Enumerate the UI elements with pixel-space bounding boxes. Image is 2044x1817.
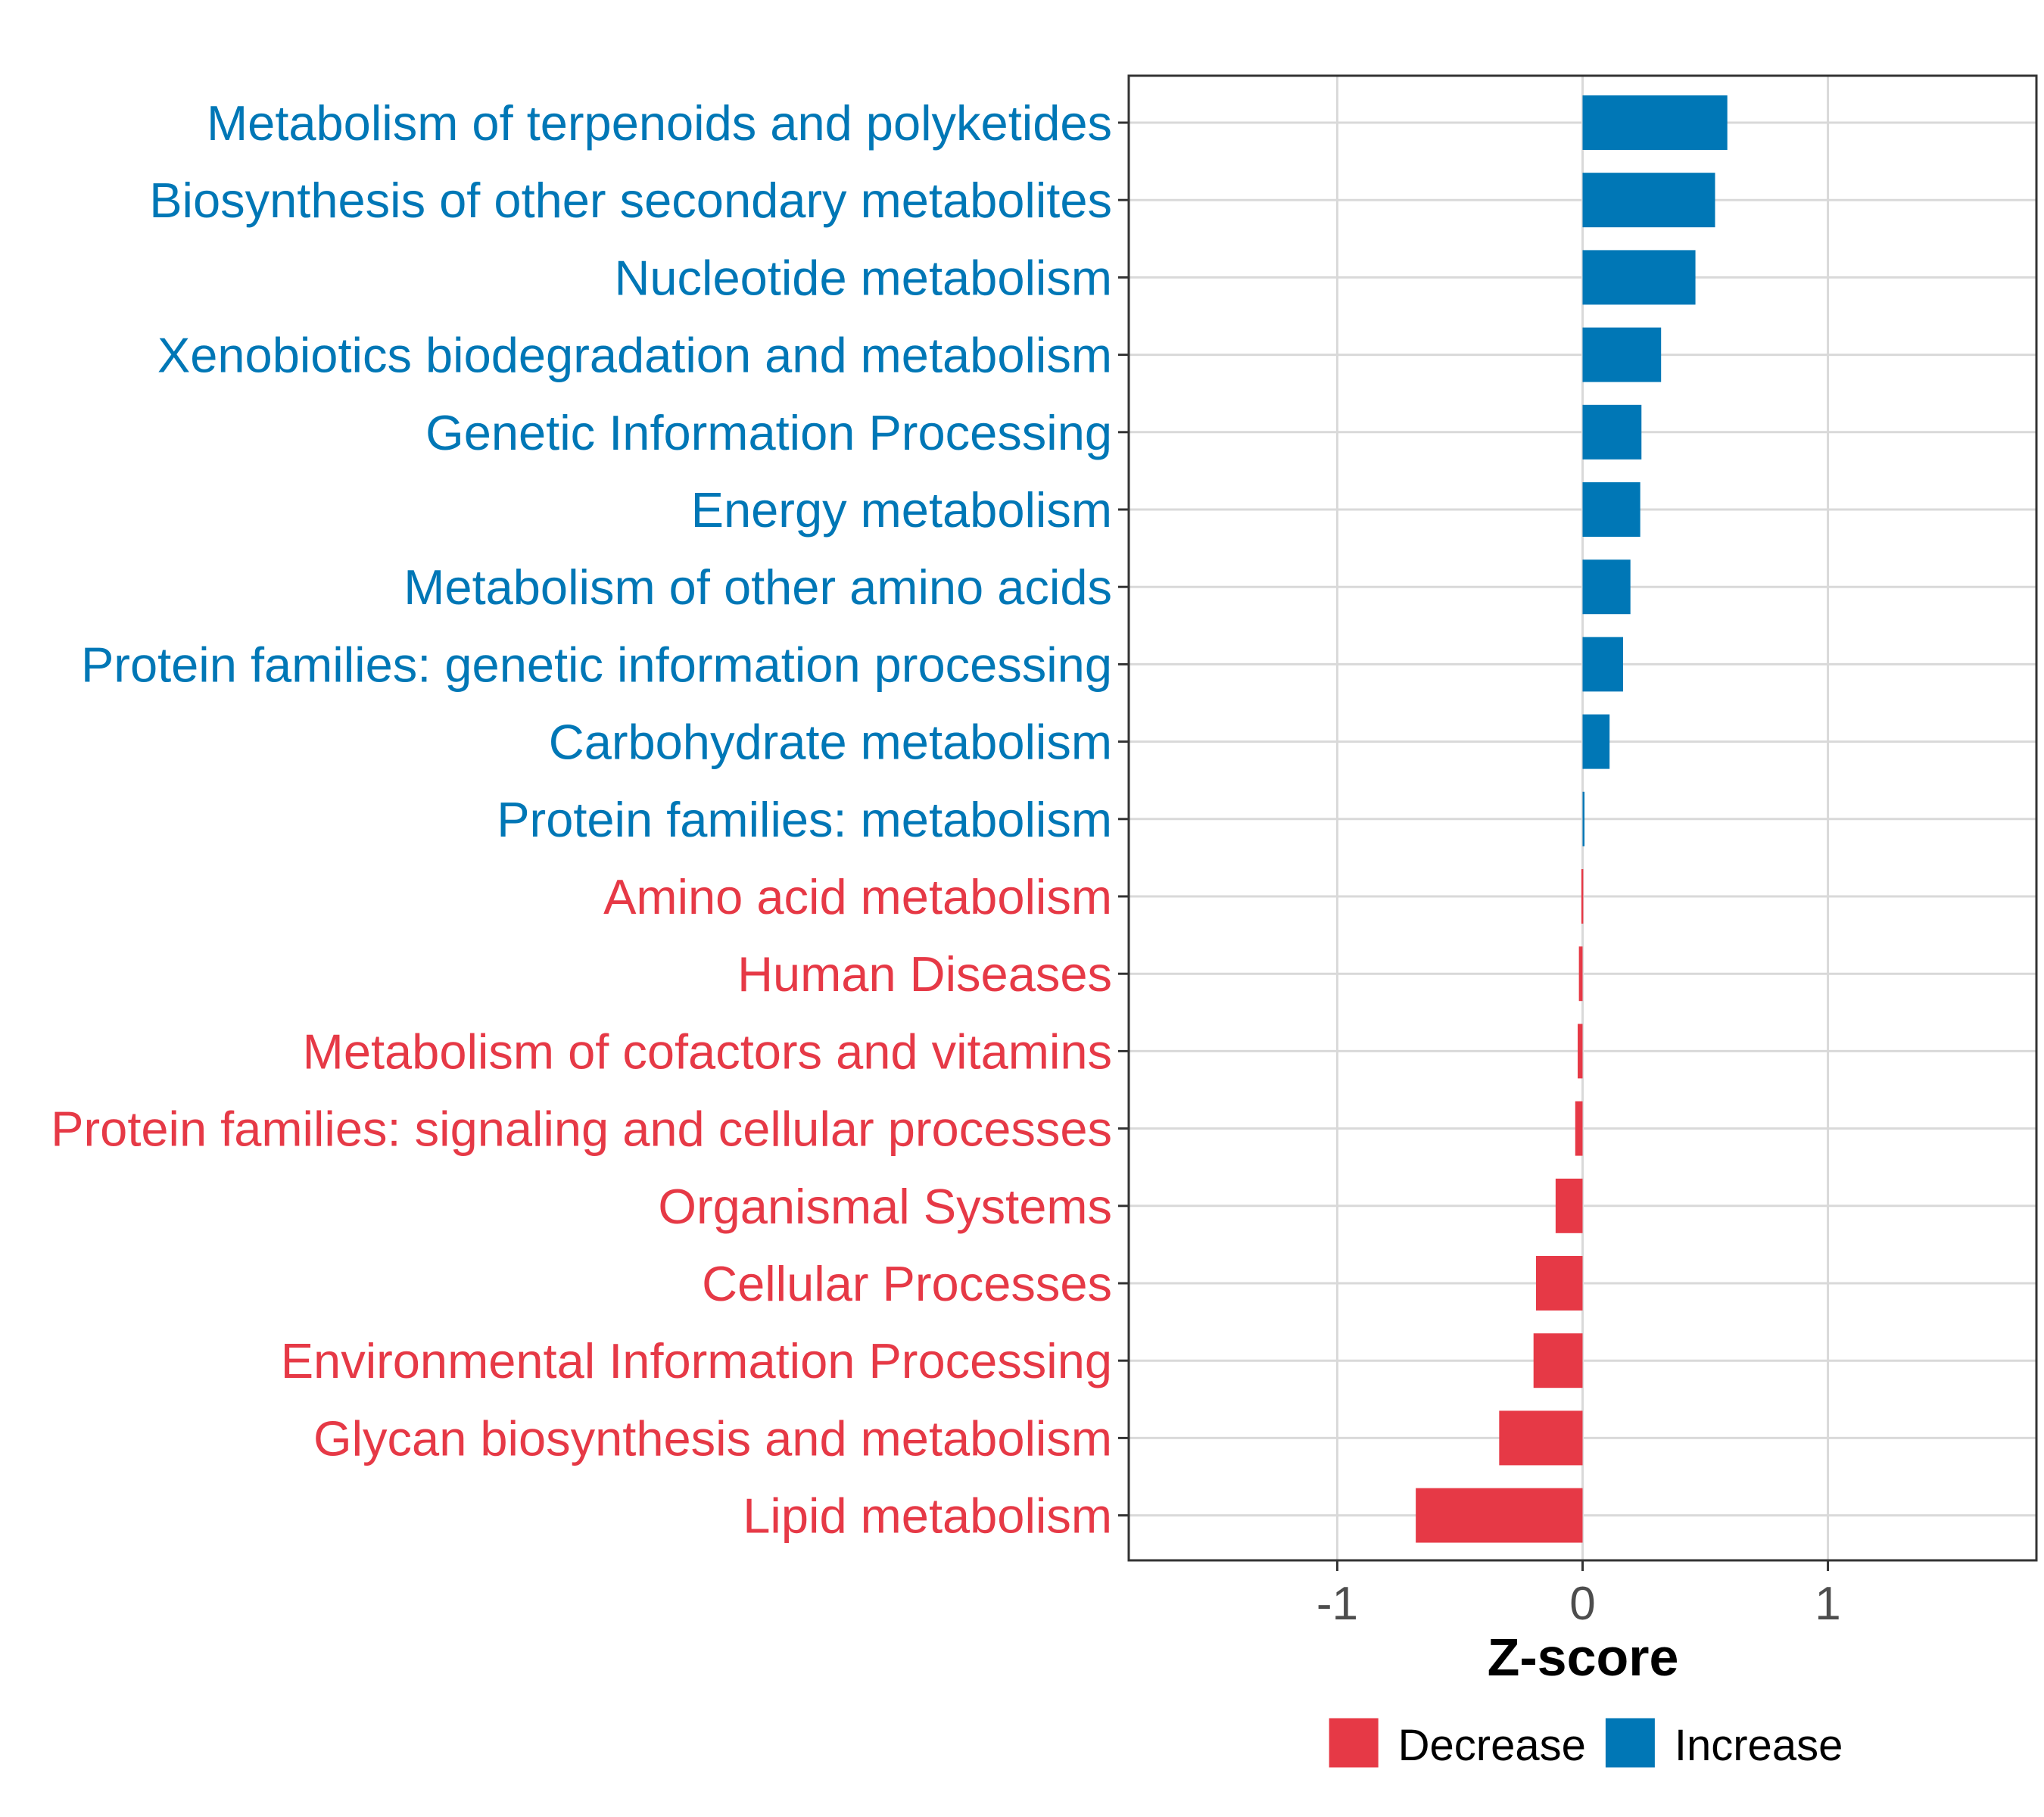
category-label: Environmental Information Processing bbox=[281, 1333, 1112, 1388]
legend-key-decrease bbox=[1329, 1718, 1379, 1768]
category-label: Organismal Systems bbox=[658, 1179, 1112, 1234]
bar bbox=[1582, 250, 1696, 305]
bar bbox=[1582, 404, 1642, 460]
category-label: Xenobiotics biodegradation and metabolis… bbox=[157, 328, 1112, 383]
category-label: Biosynthesis of other secondary metaboli… bbox=[149, 173, 1112, 228]
bar bbox=[1499, 1410, 1583, 1466]
category-label: Protein families: signaling and cellular… bbox=[51, 1102, 1112, 1157]
bars bbox=[1416, 95, 1728, 1543]
legend: Decrease Increase bbox=[1329, 1718, 1843, 1770]
x-tick-label: -1 bbox=[1316, 1578, 1358, 1630]
bar bbox=[1582, 714, 1610, 769]
bar bbox=[1582, 637, 1623, 692]
category-label: Metabolism of other amino acids bbox=[404, 559, 1112, 615]
bar bbox=[1582, 95, 1728, 150]
x-tick-label: 1 bbox=[1815, 1578, 1840, 1630]
bar bbox=[1535, 1256, 1583, 1311]
bar bbox=[1578, 1024, 1583, 1079]
category-label: Lipid metabolism bbox=[743, 1488, 1112, 1544]
category-label: Human Diseases bbox=[737, 946, 1112, 1002]
x-axis-ticks: -1 0 1 bbox=[1316, 1560, 1841, 1630]
bar bbox=[1582, 327, 1662, 382]
x-tick-label: 0 bbox=[1569, 1578, 1595, 1630]
category-label: Genetic Information Processing bbox=[425, 405, 1112, 460]
x-axis-title: Z-score bbox=[1488, 1628, 1679, 1687]
category-label: Cellular Processes bbox=[702, 1256, 1112, 1311]
bar bbox=[1416, 1488, 1583, 1543]
bar bbox=[1575, 1101, 1583, 1156]
category-label: Energy metabolism bbox=[691, 482, 1112, 538]
category-label: Carbohydrate metabolism bbox=[549, 715, 1112, 770]
bar bbox=[1533, 1333, 1583, 1388]
category-label: Glycan biosynthesis and metabolism bbox=[313, 1410, 1112, 1466]
category-label: Metabolism of terpenoids and polyketides bbox=[207, 95, 1112, 151]
category-label: Nucleotide metabolism bbox=[614, 250, 1112, 305]
category-label: Protein families: metabolism bbox=[497, 792, 1112, 847]
bar bbox=[1581, 869, 1584, 924]
legend-key-increase bbox=[1605, 1718, 1655, 1768]
bar bbox=[1578, 946, 1583, 1002]
bar bbox=[1582, 791, 1584, 846]
bar bbox=[1582, 173, 1715, 228]
category-label: Protein families: genetic information pr… bbox=[81, 637, 1112, 692]
category-label: Metabolism of cofactors and vitamins bbox=[303, 1024, 1112, 1079]
legend-label: Increase bbox=[1675, 1721, 1843, 1770]
category-label: Amino acid metabolism bbox=[603, 869, 1112, 924]
y-axis-category-labels: Metabolism of terpenoids and polyketides… bbox=[51, 95, 1112, 1544]
legend-label: Decrease bbox=[1398, 1721, 1586, 1770]
bar bbox=[1555, 1178, 1583, 1233]
y-axis-ticks bbox=[1118, 121, 1129, 1517]
bar bbox=[1582, 559, 1631, 615]
bar bbox=[1582, 482, 1640, 537]
